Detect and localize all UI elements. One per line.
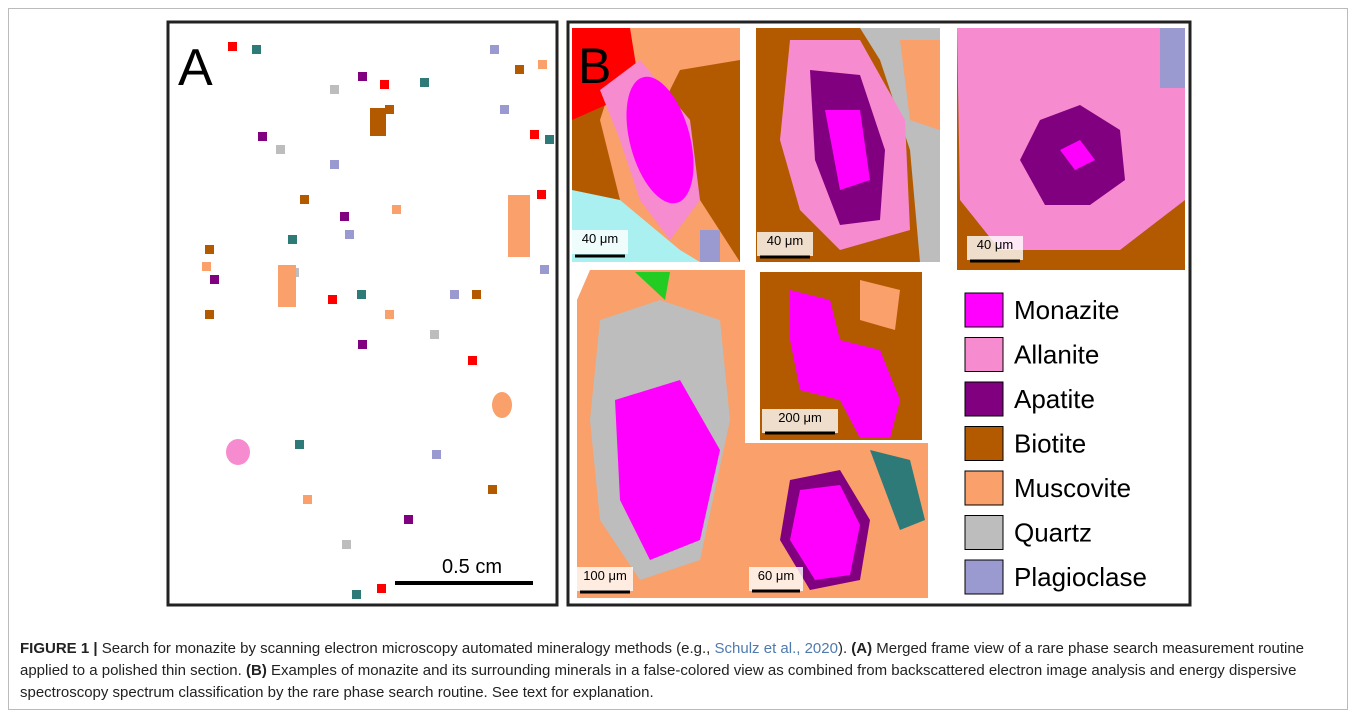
mineral-grain bbox=[500, 105, 509, 114]
panel-label: B bbox=[578, 38, 611, 94]
mineral-grain bbox=[330, 85, 339, 94]
phase-map-b4 bbox=[577, 270, 745, 598]
mineral-grain bbox=[258, 132, 267, 141]
mineral-grain bbox=[276, 145, 285, 154]
mineral-grain bbox=[205, 310, 214, 319]
mineral-grain bbox=[508, 195, 530, 257]
mineral-grain bbox=[288, 235, 297, 244]
scale-label: 200 μm bbox=[778, 410, 822, 425]
caption-label: FIGURE 1 | bbox=[20, 640, 98, 657]
mineral-grain bbox=[352, 590, 361, 599]
mineral-grain bbox=[468, 356, 477, 365]
figure: A 0.5 cm bbox=[0, 0, 1357, 620]
mineral-grain bbox=[345, 230, 354, 239]
mineral-grain bbox=[515, 65, 524, 74]
mineral-grain bbox=[377, 584, 386, 593]
mineral-grain bbox=[545, 135, 554, 144]
mineral-grain bbox=[420, 78, 429, 87]
mineral-grain bbox=[228, 42, 237, 51]
mineral-grain bbox=[385, 105, 394, 114]
legend-label: Monazite bbox=[1014, 295, 1120, 325]
mineral-grain bbox=[472, 290, 481, 299]
mineral-grain bbox=[295, 440, 304, 449]
mineral-grain bbox=[492, 392, 512, 418]
scale-label: 40 μm bbox=[582, 231, 618, 246]
mineral-grain bbox=[202, 262, 211, 271]
mineral-grain bbox=[432, 450, 441, 459]
mineral-grain bbox=[404, 515, 413, 524]
mineral-grain bbox=[490, 45, 499, 54]
panel-label: A bbox=[178, 39, 213, 97]
legend-label: Muscovite bbox=[1014, 473, 1131, 503]
scale-label: 60 μm bbox=[758, 568, 794, 583]
mineral-grain bbox=[330, 160, 339, 169]
legend-swatch bbox=[965, 382, 1003, 416]
mineral-grain bbox=[342, 540, 351, 549]
scale-label: 40 μm bbox=[767, 233, 803, 248]
legend-label: Plagioclase bbox=[1014, 562, 1147, 592]
scale-label: 100 μm bbox=[583, 568, 627, 583]
mineral-grain bbox=[358, 72, 367, 81]
mineral-grain bbox=[537, 190, 546, 199]
legend-swatch bbox=[965, 293, 1003, 327]
legend-swatch bbox=[965, 560, 1003, 594]
mineral-grain bbox=[357, 290, 366, 299]
mineral-grain bbox=[392, 205, 401, 214]
caption-plain: Search for monazite by scanning electron… bbox=[98, 640, 715, 657]
mineral-grain bbox=[358, 340, 367, 349]
mineral-grain bbox=[303, 495, 312, 504]
legend-label: Allanite bbox=[1014, 340, 1099, 370]
legend-swatch bbox=[965, 427, 1003, 461]
mineral-grain bbox=[328, 295, 337, 304]
mineral-grain bbox=[252, 45, 261, 54]
mineral-grain bbox=[210, 275, 219, 284]
phase-map-b2 bbox=[756, 28, 940, 262]
panel-a bbox=[168, 22, 557, 605]
mineral-grain bbox=[540, 265, 549, 274]
caption-bold: (A) bbox=[851, 640, 872, 657]
mineral-grain bbox=[340, 212, 349, 221]
scale-label: 0.5 cm bbox=[442, 556, 502, 578]
legend-label: Quartz bbox=[1014, 518, 1092, 548]
caption-bold: (B) bbox=[246, 662, 267, 679]
legend-label: Apatite bbox=[1014, 384, 1095, 414]
caption-link[interactable]: Schulz et al., 2020 bbox=[715, 640, 838, 657]
mineral-grain bbox=[370, 108, 386, 136]
mineral-grain bbox=[385, 310, 394, 319]
mineral-grain bbox=[450, 290, 459, 299]
phase-map-b3 bbox=[957, 28, 1185, 270]
legend-swatch bbox=[965, 516, 1003, 550]
mineral-grain bbox=[278, 265, 296, 307]
scale-label: 40 μm bbox=[977, 237, 1013, 252]
mineral-grain bbox=[538, 60, 547, 69]
legend-swatch bbox=[965, 471, 1003, 505]
legend-label: Biotite bbox=[1014, 429, 1086, 459]
mineral-grain bbox=[205, 245, 214, 254]
mineral-grain bbox=[488, 485, 497, 494]
mineral-grain bbox=[530, 130, 539, 139]
mineral-grain bbox=[300, 195, 309, 204]
mineral-grain bbox=[226, 439, 250, 465]
legend-swatch bbox=[965, 338, 1003, 372]
mineral-grain bbox=[430, 330, 439, 339]
mineral-grain bbox=[380, 80, 389, 89]
figure-caption: FIGURE 1 | Search for monazite by scanni… bbox=[20, 638, 1340, 704]
caption-plain: ). bbox=[838, 640, 851, 657]
